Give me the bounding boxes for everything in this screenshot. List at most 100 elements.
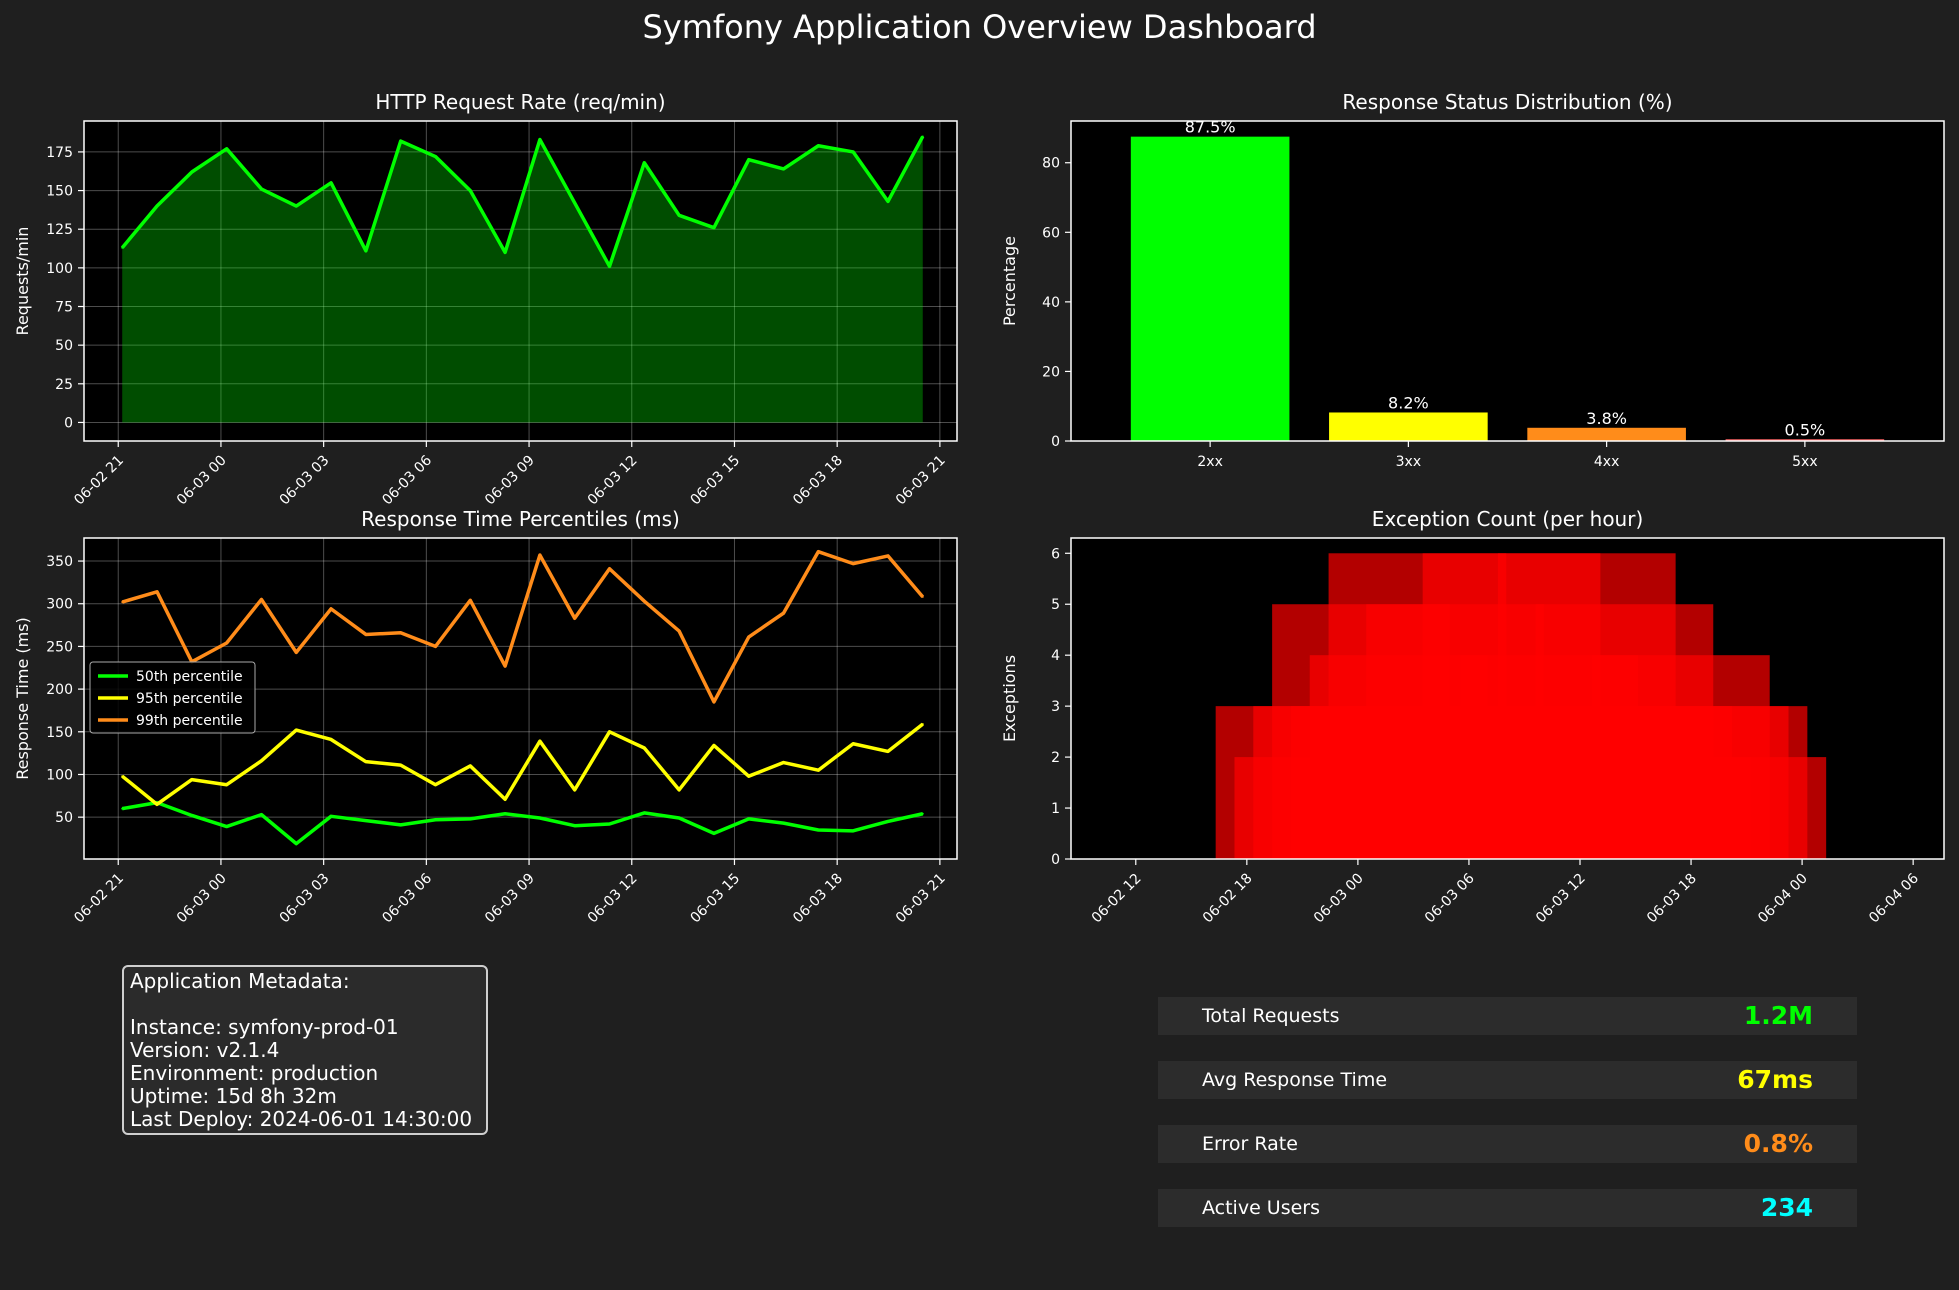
series-point (364, 760, 367, 763)
series-line-p50 (121, 800, 924, 846)
y-axis-label: Requests/min (13, 227, 32, 336)
metadata-environment: Environment: production (130, 1061, 379, 1085)
series-point (156, 803, 159, 806)
y-tick-label: 0 (1051, 434, 1060, 450)
series-point (399, 631, 402, 634)
series-point (469, 599, 472, 602)
series-point (364, 633, 367, 636)
x-tick-label: 06-02 21 (71, 453, 127, 509)
x-tick-label: 06-04 00 (1755, 871, 1811, 927)
series-point (886, 554, 889, 557)
metadata-instance: Instance: symfony-prod-01 (130, 1015, 399, 1039)
exception-bar (1629, 706, 1808, 859)
series-point (678, 788, 681, 791)
series-point (747, 636, 750, 639)
request-rate-point (921, 135, 924, 138)
chart-title: Exception Count (per hour) (1372, 507, 1644, 531)
series-point (434, 783, 437, 786)
y-tick-label: 4 (1051, 648, 1060, 664)
x-tick-label: 06-03 15 (687, 453, 743, 509)
chart-title: Response Time Percentiles (ms) (361, 507, 680, 531)
status-data-label: 3.8% (1586, 409, 1627, 428)
y-tick-label: 250 (46, 639, 73, 655)
x-tick-label: 06-04 06 (1866, 870, 1922, 926)
y-tick-label: 350 (46, 554, 73, 570)
exception-bar (1328, 553, 1507, 859)
request-rate-point (190, 171, 193, 174)
x-tick-label: 06-03 06 (379, 870, 435, 926)
x-tick-label: 06-03 09 (482, 871, 538, 927)
exception-bar (1385, 757, 1563, 859)
kpi-error-rate: Error Rate 0.8% (1158, 1125, 1857, 1163)
y-tick-label: 25 (55, 377, 73, 393)
dashboard-title: Symfony Application Overview Dashboard (642, 8, 1317, 46)
request-rate-point (747, 158, 750, 161)
series-point (643, 811, 646, 814)
series-point (712, 832, 715, 835)
exception-bar (1516, 706, 1695, 859)
legend-box (89, 661, 256, 734)
status-plot-area (1071, 121, 1944, 441)
series-point (399, 823, 402, 826)
y-axis-label: Percentage (1000, 236, 1019, 326)
series-point (434, 645, 437, 648)
series-point (190, 778, 193, 781)
series-point (330, 738, 333, 741)
exception-bar (1366, 604, 1544, 859)
x-tick-label: 06-03 00 (174, 453, 230, 509)
status-bar-4xx (1527, 427, 1686, 441)
request-rate-line (120, 135, 925, 269)
series-point (852, 742, 855, 745)
kpi-label: Total Requests (1202, 1005, 1340, 1027)
series-point (330, 607, 333, 610)
x-tick-label: 06-03 12 (1533, 871, 1589, 927)
series-point (817, 828, 820, 831)
request-rate-point (121, 246, 124, 249)
series-point (156, 590, 159, 593)
series-point (225, 783, 228, 786)
exception-bar (1290, 706, 1469, 859)
series-point (225, 642, 228, 645)
kpi-label: Error Rate (1202, 1133, 1298, 1155)
series-line-p99 (121, 549, 925, 704)
series-point (190, 660, 193, 663)
series-point (712, 700, 715, 703)
series-point (817, 550, 820, 553)
series-point (538, 554, 541, 557)
series-point (504, 812, 507, 815)
exception-bar (1535, 604, 1714, 859)
request-rate-frame (83, 120, 958, 442)
request-rate-point (260, 188, 263, 191)
x-tick-label: 06-03 12 (585, 871, 641, 927)
y-tick-label: 175 (46, 145, 73, 161)
x-tick-label: 06-03 21 (893, 871, 949, 927)
series-point (678, 630, 681, 633)
x-tick-label: 06-03 15 (687, 871, 743, 927)
status-frame (1070, 120, 1945, 442)
y-tick-label: 5 (1051, 597, 1060, 613)
y-tick-label: 40 (1042, 295, 1060, 311)
series-point (399, 764, 402, 767)
exceptions-plot-area (1071, 538, 1944, 859)
kpi-value: 67ms (1737, 1065, 1813, 1094)
x-tick-label: 06-02 12 (1089, 871, 1145, 927)
y-tick-label: 80 (1042, 156, 1060, 172)
y-tick-label: 100 (46, 261, 73, 277)
request-rate-point (643, 161, 646, 164)
x-tick-label: 06-03 00 (1311, 871, 1367, 927)
y-tick-label: 2 (1051, 750, 1060, 766)
series-point (712, 744, 715, 747)
series-point (817, 769, 820, 772)
metadata-heading: Application Metadata: (130, 969, 350, 993)
chart-title: HTTP Request Rate (req/min) (375, 90, 665, 114)
y-axis-label: Exceptions (1000, 655, 1019, 742)
exception-bar (1648, 757, 1827, 859)
x-tick-label: 06-03 00 (174, 871, 230, 927)
y-tick-label: 50 (55, 338, 73, 354)
request-rate-point (399, 140, 402, 143)
response-time-frame (83, 537, 958, 860)
exception-bar (1554, 706, 1733, 859)
kpi-total-requests: Total Requests 1.2M (1158, 997, 1857, 1035)
request-rate-point (330, 181, 333, 184)
series-point (852, 829, 855, 832)
